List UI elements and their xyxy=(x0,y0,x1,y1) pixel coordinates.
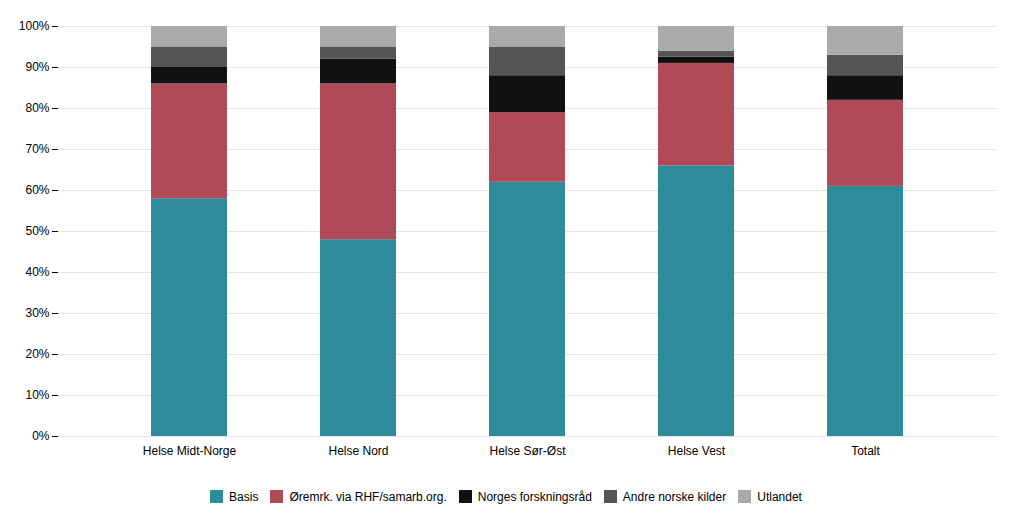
svg-text:70%: 70% xyxy=(25,142,49,156)
html-text:Øremrk. via RHF/samarb.org.: Øremrk. via RHF/samarb.org. xyxy=(289,489,447,504)
svg-text:80%: 80% xyxy=(25,101,49,115)
html-text:Andre norske kilder: Andre norske kilder xyxy=(622,489,727,504)
html-text:Norges forskningsråd: Norges forskningsråd xyxy=(477,489,592,504)
svg-text:Helse Nord: Helse Nord xyxy=(328,444,388,458)
html-text:Basis: Basis xyxy=(229,489,259,504)
svg-text:60%: 60% xyxy=(25,183,49,197)
svg-text:Totalt: Totalt xyxy=(851,444,880,458)
svg-text:Helse Sør-Øst: Helse Sør-Øst xyxy=(489,444,566,458)
svg-text:100%: 100% xyxy=(19,19,50,33)
svg-text:20%: 20% xyxy=(25,347,49,361)
svg-text:10%: 10% xyxy=(25,388,49,402)
svg-text:90%: 90% xyxy=(25,60,49,74)
svg-text:30%: 30% xyxy=(25,306,49,320)
svg-text:50%: 50% xyxy=(25,224,49,238)
html-text:Utlandet: Utlandet xyxy=(757,489,802,504)
svg-text:0%: 0% xyxy=(32,429,50,443)
svg-text:Helse Vest: Helse Vest xyxy=(668,444,726,458)
svg-text:40%: 40% xyxy=(25,265,49,279)
svg-text:Helse Midt-Norge: Helse Midt-Norge xyxy=(143,444,237,458)
